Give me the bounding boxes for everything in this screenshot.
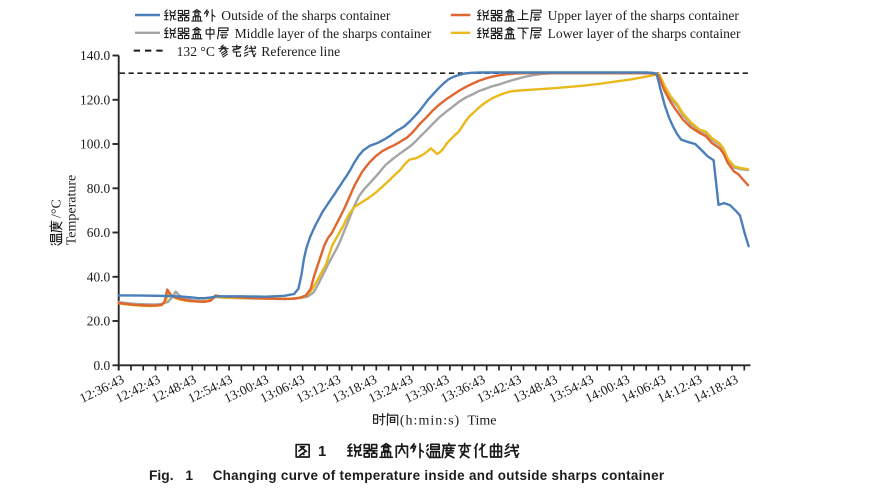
svg-text:(h:min:s): (h:min:s)	[400, 413, 460, 428]
svg-text:Changing curve of temperature: Changing curve of temperature inside and…	[213, 468, 665, 483]
svg-text:Temperature: Temperature	[65, 175, 80, 246]
svg-text:1: 1	[318, 443, 326, 460]
svg-text:Time: Time	[467, 413, 496, 428]
svg-text:20.0: 20.0	[87, 314, 111, 329]
svg-text:120.0: 120.0	[80, 92, 110, 107]
svg-text:1: 1	[185, 468, 193, 483]
svg-text:/°C: /°C	[50, 199, 65, 218]
svg-text:100.0: 100.0	[80, 137, 110, 152]
svg-text:Lower layer of the sharps cont: Lower layer of the sharps container	[548, 26, 741, 41]
svg-text:0.0: 0.0	[93, 358, 110, 373]
svg-text:80.0: 80.0	[87, 181, 111, 196]
svg-text:Outside of the sharps containe: Outside of the sharps container	[221, 8, 391, 23]
svg-text:60.0: 60.0	[87, 225, 111, 240]
svg-text:Fig.: Fig.	[149, 468, 174, 483]
svg-text:140.0: 140.0	[80, 48, 110, 63]
svg-text:Reference line: Reference line	[261, 44, 340, 59]
svg-text:Middle layer of the sharps con: Middle layer of the sharps container	[235, 26, 432, 41]
svg-text:132 °C: 132 °C	[177, 44, 215, 59]
svg-text:Upper layer of the sharps cont: Upper layer of the sharps container	[548, 8, 740, 23]
svg-text:40.0: 40.0	[87, 269, 111, 284]
